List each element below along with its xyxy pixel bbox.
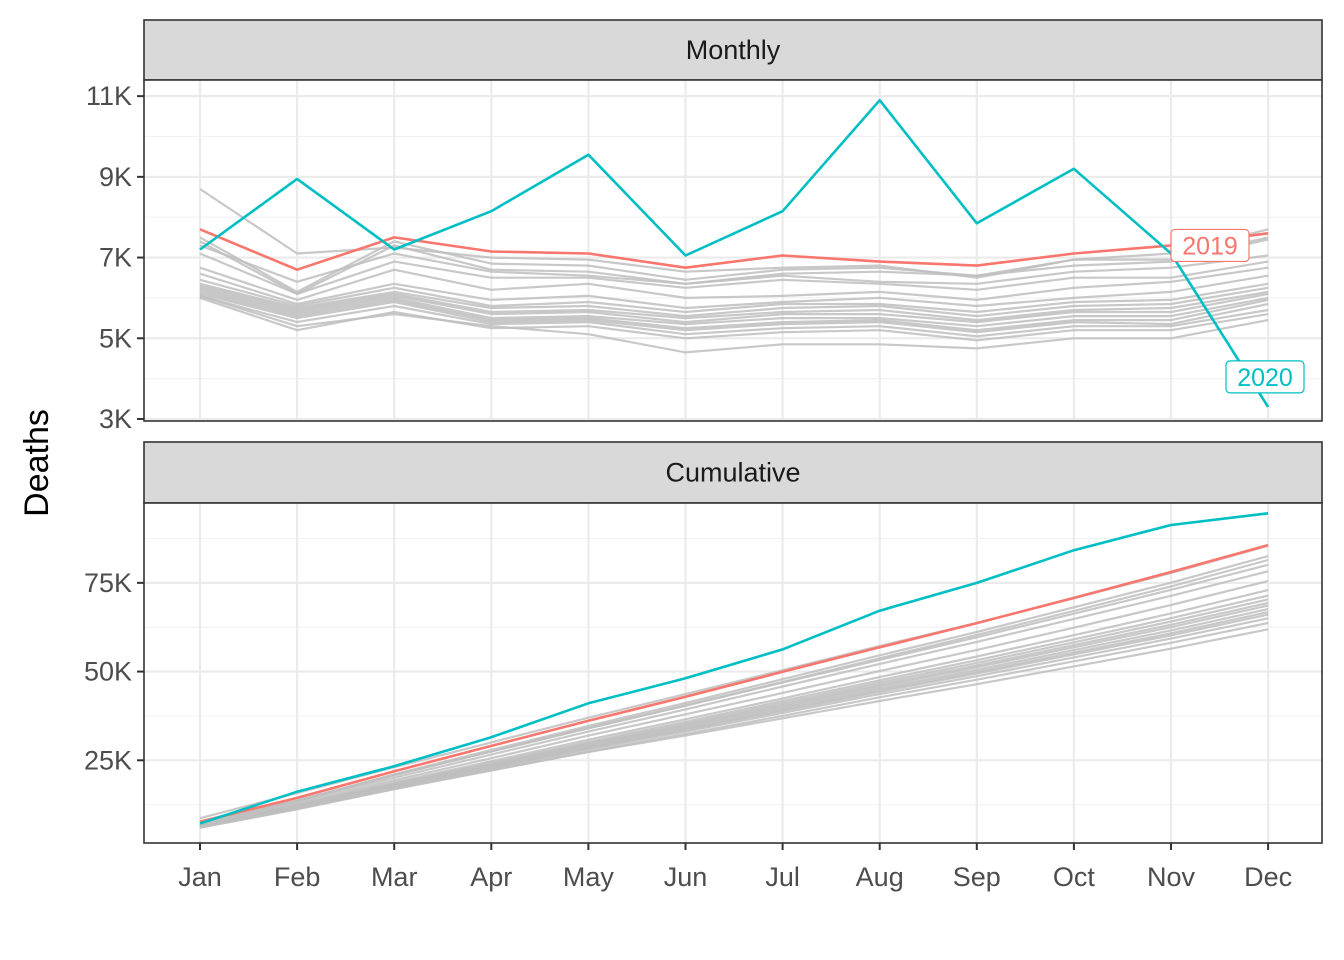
panel-border (143, 79, 1323, 422)
series-line-2019 (199, 543, 1269, 823)
end-label-text: 2019 (1182, 232, 1238, 260)
y-tick-label: 25K (84, 745, 132, 775)
x-tick-label: Dec (1244, 862, 1292, 892)
x-tick-label: Oct (1053, 862, 1096, 892)
x-tick-label: Jan (178, 862, 222, 892)
x-tick-label: Nov (1147, 862, 1196, 892)
y-tick-label: 7K (99, 243, 132, 273)
panel-strip (143, 441, 1323, 504)
panel-strip-label: Monthly (686, 35, 781, 65)
series-line-background-year (199, 252, 1269, 295)
series-line-background-year (199, 278, 1269, 314)
series-line-background-year (199, 286, 1269, 324)
x-tick-label: Feb (274, 862, 321, 892)
y-axis-title: Deaths (18, 409, 56, 517)
x-tick-label: Mar (371, 862, 418, 892)
y-tick-label: 50K (84, 657, 132, 687)
monthly-panel: Monthly 3K 5K 7K 9K 11K 2019 2020 (86, 19, 1323, 434)
x-tick-label: Jul (765, 862, 800, 892)
y-tick-label: 75K (84, 568, 132, 598)
series-line-background-year (199, 284, 1269, 322)
series-line-background-year (199, 294, 1269, 354)
end-label-box (1225, 360, 1305, 394)
x-tick-label: Sep (953, 862, 1001, 892)
series-line-2020 (199, 98, 1270, 408)
end-label-2020: 2020 (1225, 360, 1305, 394)
x-tick-label: May (563, 862, 615, 892)
y-tick-label: 11K (86, 81, 132, 111)
y-tick-label: 3K (99, 404, 132, 434)
series-line-background-year (199, 570, 1269, 825)
y-tick-label: 9K (99, 162, 132, 192)
series-line-2020 (199, 512, 1269, 825)
series-line-background-year (199, 236, 1269, 293)
panel-border (143, 502, 1323, 844)
series-line-background-year (199, 282, 1269, 318)
series-line-background-year (199, 244, 1269, 285)
x-tick-label: Aug (856, 862, 904, 892)
series-line-background-year (199, 292, 1269, 334)
x-tick-label: Apr (470, 862, 512, 892)
cumulative-panel: Cumulative 25K 50K 75K (84, 441, 1323, 844)
end-label-2019: 2019 (1170, 228, 1250, 263)
series-line-background-year (199, 580, 1269, 827)
panel-strip (143, 19, 1323, 81)
series-line-background-year (199, 266, 1269, 301)
series-line-background-year (199, 290, 1269, 332)
series-line-background-year (199, 563, 1269, 825)
panel-strip-label: Cumulative (665, 458, 800, 488)
end-label-text: 2020 (1237, 364, 1293, 392)
x-tick-label: Jun (664, 862, 708, 892)
series-line-2019 (199, 228, 1269, 272)
y-tick-label: 5K (99, 323, 132, 353)
end-label-box (1170, 228, 1250, 263)
series-line-background-year (199, 288, 1269, 328)
series-line-background-year (199, 628, 1269, 829)
series-line-background-year (199, 272, 1269, 310)
plot-background (144, 80, 1322, 421)
series-line-background-year (199, 294, 1269, 338)
x-axis: Jan Feb Mar Apr May Jun Jul Aug Sep Oct Nov Dec (178, 843, 1292, 892)
